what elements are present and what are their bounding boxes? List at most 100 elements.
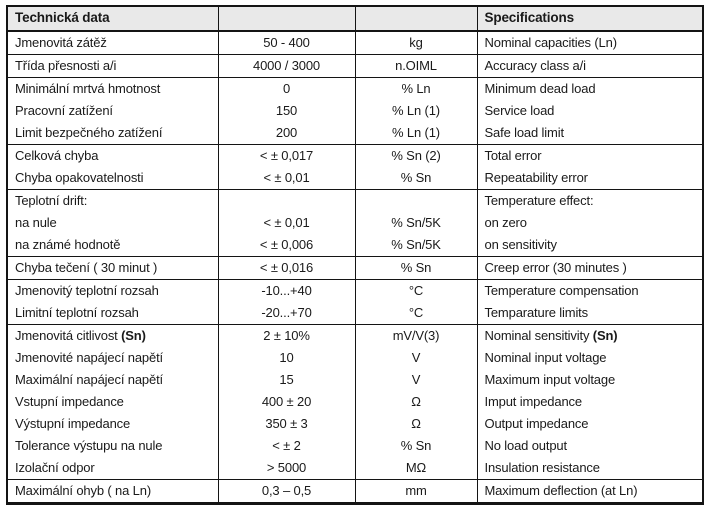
unit-text: % Sn/5K	[391, 215, 441, 231]
value-text: 4000 / 3000	[252, 58, 321, 74]
value-cell: -20...+70	[217, 302, 355, 325]
table-row: Tolerance výstupu na nule < ± 2 % Sn No loa…	[7, 435, 703, 457]
table-row: Jmenovité napájecí napětí 10 V Nominal inpu…	[7, 347, 703, 369]
table-row: Minimální mrtvá hmotnost 0 % Ln Minimum dea…	[7, 77, 703, 101]
czech-text: Jmenovitý teplotní rozsah	[15, 283, 159, 299]
czech-text: Chyba opakovatelnosti	[15, 170, 144, 186]
value-cell: 4000 / 3000	[217, 54, 355, 78]
czech-cell: Minimální mrtvá hmotnost	[7, 78, 218, 101]
czech-text: Třída přesnosti a/i	[15, 58, 117, 74]
czech-cell: Vstupní impedance	[7, 391, 218, 413]
value-text: -20...+70	[261, 305, 312, 321]
english-cell: Minimum dead load	[476, 77, 703, 100]
value-cell: 2 ± 10%	[217, 324, 355, 347]
unit-cell: mV/V(3)	[354, 324, 477, 347]
czech-cell: Teplotní drift:	[7, 190, 218, 213]
value-cell: < ± 2	[217, 435, 355, 457]
unit-cell: n.OIML	[354, 54, 477, 78]
czech-text: Jmenovitá citlivost	[15, 328, 118, 344]
unit-cell: % Sn	[354, 167, 477, 190]
unit-text: % Sn/5K	[391, 237, 441, 253]
value-text: 10	[279, 350, 294, 366]
czech-cell: Chyba tečení ( 30 minut )	[7, 256, 218, 280]
table-body: Jmenovitá zátěž 50 - 400 kg Nominal capacit…	[7, 31, 703, 504]
czech-cell: Jmenovitý teplotní rozsah	[7, 280, 218, 303]
czech-text: Tolerance výstupu na nule	[15, 438, 163, 454]
english-text: Minimum dead load	[484, 81, 596, 97]
table-row: na nule < ± 0,01 % Sn/5K on zero	[7, 212, 703, 234]
value-cell: 200	[217, 122, 355, 145]
unit-text: V	[411, 350, 421, 366]
value-cell: 350 ± 3	[217, 413, 355, 435]
unit-text: Ω	[411, 394, 421, 410]
unit-text: °C	[408, 305, 424, 321]
czech-text: Limitní teplotní rozsah	[15, 305, 139, 321]
value-cell: 15	[217, 369, 355, 391]
czech-text: Maximální napájecí napětí	[15, 372, 164, 388]
czech-cell: Jmenovitá citlivost (Sn)	[7, 325, 218, 348]
english-text: Nominal input voltage	[484, 350, 607, 366]
unit-cell: % Ln	[354, 77, 477, 100]
value-text: 400 ± 20	[261, 394, 312, 410]
unit-cell: MΩ	[354, 457, 477, 480]
table-row: Třída přesnosti a/i 4000 / 3000 n.OIML Accu…	[7, 54, 703, 78]
value-text: > 5000	[266, 460, 307, 476]
english-cell: Insulation resistance	[476, 457, 703, 480]
unit-cell: kg	[354, 31, 477, 55]
value-cell: 150	[217, 100, 355, 122]
czech-text: Pracovní zatížení	[15, 103, 113, 119]
unit-text: % Sn	[400, 170, 432, 186]
value-text: 350 ± 3	[265, 416, 308, 432]
english-text: Accuracy class a/i	[484, 58, 586, 74]
unit-cell: % Sn	[354, 435, 477, 457]
english-cell: Nominal input voltage	[476, 347, 703, 369]
unit-cell: V	[354, 347, 477, 369]
value-cell: < ± 0,006	[217, 234, 355, 257]
table-row: Jmenovitá zátěž 50 - 400 kg Nominal capacit…	[7, 31, 703, 55]
english-cell: Repeatability error	[476, 167, 703, 190]
czech-text: Izolační odpor	[15, 460, 95, 476]
english-text: Temparature limits	[484, 305, 589, 321]
value-text: 50 - 400	[263, 35, 310, 51]
table-row: Celková chyba < ± 0,017 % Sn (2) Total erro…	[7, 144, 703, 168]
english-cell: Temperature effect:	[476, 189, 703, 212]
unit-cell: °C	[354, 279, 477, 302]
english-text: Nominal sensitivity	[484, 328, 590, 344]
english-text: Temperature effect:	[484, 193, 594, 209]
english-cell: No load output	[476, 435, 703, 457]
header-czech-title: Technická data	[7, 6, 218, 32]
value-text: 200	[275, 125, 298, 141]
header-units-column	[354, 6, 477, 32]
czech-cell: Limitní teplotní rozsah	[7, 302, 218, 325]
value-text: < ± 0,006	[259, 237, 314, 253]
czech-text: Chyba tečení ( 30 minut )	[15, 260, 158, 276]
english-text: Temperature compensation	[484, 283, 639, 299]
value-cell: 0,3 – 0,5	[217, 479, 355, 504]
english-cell: Service load	[476, 100, 703, 122]
english-cell: Nominal capacities (Ln)	[476, 31, 703, 55]
czech-cell: Celková chyba	[7, 145, 218, 168]
english-text: Creep error (30 minutes )	[484, 260, 627, 276]
table-header-row: Technická data Specifications	[7, 6, 703, 32]
table-row: Teplotní drift: Temperature effect:	[7, 189, 703, 213]
english-text: Insulation resistance	[484, 460, 601, 476]
unit-text: % Sn	[400, 260, 432, 276]
value-cell	[217, 189, 355, 212]
english-bold-text: (Sn)	[592, 328, 618, 344]
unit-cell: V	[354, 369, 477, 391]
czech-cell: Třída přesnosti a/i	[7, 54, 218, 78]
czech-text: Vstupní impedance	[15, 394, 124, 410]
unit-text: % Ln	[401, 81, 431, 97]
english-cell: Total error	[476, 144, 703, 167]
unit-text: mm	[405, 483, 427, 499]
value-text: < ± 2	[272, 438, 301, 454]
value-text: 2 ± 10%	[263, 328, 310, 344]
unit-text: MΩ	[405, 460, 427, 476]
czech-cell: Limit bezpečného zatížení	[7, 122, 218, 145]
table-row: Limit bezpečného zatížení 200 % Ln (1) Safe…	[7, 122, 703, 145]
czech-cell: Jmenovitá zátěž	[7, 31, 218, 55]
czech-text: Jmenovitá zátěž	[15, 35, 107, 51]
unit-cell: % Sn	[354, 256, 477, 280]
unit-text: % Ln (1)	[392, 125, 440, 141]
